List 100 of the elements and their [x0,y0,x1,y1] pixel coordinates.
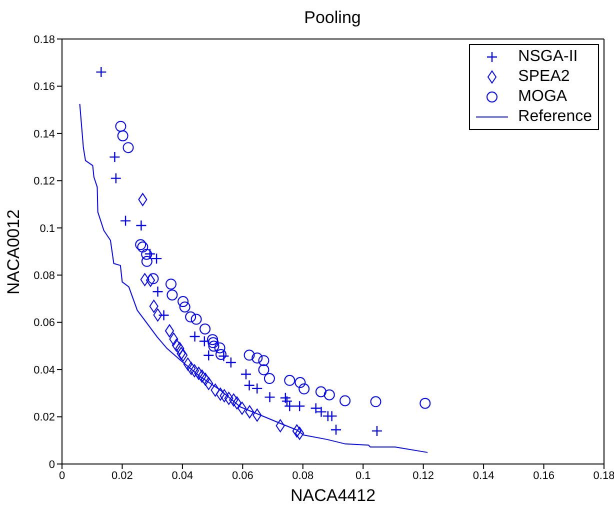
point [340,395,351,406]
point [166,278,176,290]
y-tick-label: 0.02 [34,412,55,424]
y-tick-label: 0.18 [34,34,55,46]
point [135,239,146,250]
point [138,193,148,206]
point [140,273,150,286]
point [204,376,214,390]
point [178,348,188,362]
point [152,286,164,298]
point [158,310,170,321]
x-tick-label: 0.1 [355,470,371,482]
point [166,289,178,300]
legend-label: SPEA2 [518,68,570,86]
y-tick-label: 0.14 [34,128,55,140]
y-tick-label: 0 [48,458,55,471]
point [136,220,147,232]
point [148,273,159,284]
point [238,402,247,415]
point [252,352,263,364]
point [120,215,132,226]
point [252,382,263,394]
point [175,342,184,356]
point [252,408,262,422]
point [141,256,152,267]
point [330,424,342,436]
y-tick-label: 0.04 [34,364,55,376]
point [122,142,134,154]
x-tick-label: 0.04 [172,470,194,482]
point [190,314,202,325]
point [207,334,218,346]
y-axis-title: NACA0012 [4,209,24,295]
point [315,386,326,398]
point [264,392,276,403]
x-tick-label: 0.02 [112,470,133,482]
point [200,323,211,334]
point [179,301,190,312]
point [96,66,107,78]
point [115,120,126,132]
point [294,377,306,388]
point [153,308,162,322]
point [178,296,189,308]
x-tick-label: 0.06 [232,470,254,482]
legend-label: MOGA [518,88,568,106]
point [200,372,210,386]
point [232,396,242,410]
x-tick-label: 0.16 [533,470,554,482]
point [198,336,210,347]
x-axis-title: NACA4412 [290,486,376,505]
point [141,248,152,260]
point [258,364,270,376]
point [294,400,306,412]
point [220,389,229,402]
legend-label: Reference [518,108,592,126]
point [208,337,219,348]
x-tick-label: 0 [58,470,66,482]
point [109,151,120,163]
point [186,362,196,375]
point [280,392,292,404]
point [137,242,148,253]
y-tick-label: 0.12 [34,176,55,188]
x-tick-label: 0.18 [593,470,614,482]
x-tick-label: 0.14 [472,470,494,482]
point [420,398,431,409]
y-tick-label: 0.08 [34,270,55,282]
x-tick-label: 0.08 [292,470,314,482]
point [210,384,220,397]
point [172,338,181,352]
point [164,324,174,338]
point [264,373,275,384]
point [295,426,304,440]
point [216,388,225,401]
point [194,366,204,380]
point [185,311,196,322]
point [244,380,255,391]
point [110,172,122,184]
point [176,347,186,360]
point [169,332,178,346]
point [371,425,383,437]
point [208,340,220,352]
point [189,330,200,342]
point [224,392,234,405]
point [284,374,296,386]
chart-title: Pooling [303,8,362,28]
y-tick-label: 0.1 [40,222,55,235]
legend-label: NSGA-II [518,48,578,66]
point [198,370,207,383]
point [298,383,310,394]
point [244,350,255,361]
point [276,419,285,432]
point [117,130,128,142]
point [215,348,226,360]
line-series [79,103,428,453]
point [183,358,192,371]
point [324,389,335,400]
point [245,405,254,418]
x-tick-label: 0.12 [412,470,434,482]
point [203,350,214,361]
point [146,274,156,287]
point [190,364,199,378]
